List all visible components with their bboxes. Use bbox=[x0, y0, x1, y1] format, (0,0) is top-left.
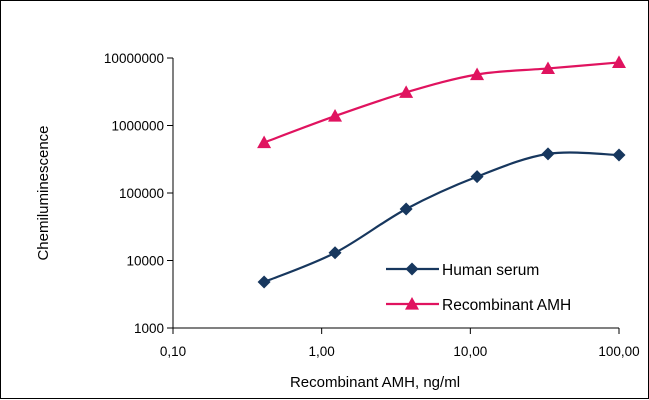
human-serum-series bbox=[257, 147, 626, 289]
recombinant-amh-point bbox=[612, 55, 626, 69]
recombinant-amh-point bbox=[470, 67, 485, 81]
recombinant-amh-point bbox=[328, 109, 343, 122]
y-tick-label: 1000 bbox=[134, 321, 164, 336]
y-tick-label: 1000000 bbox=[111, 119, 164, 134]
x-tick-label: 1,00 bbox=[309, 344, 335, 359]
recombinant-amh-series bbox=[257, 55, 626, 149]
human-serum-point bbox=[399, 202, 413, 216]
x-tick-label: 10,00 bbox=[453, 344, 487, 359]
recombinant-amh-point bbox=[399, 85, 414, 98]
human-serum-point bbox=[257, 275, 271, 289]
x-tick-label: 0,10 bbox=[160, 344, 186, 359]
human-serum-point bbox=[328, 246, 342, 260]
human-serum-point bbox=[612, 148, 626, 162]
legend-item-human-serum: Human serum bbox=[386, 262, 539, 279]
recombinant-amh-point bbox=[541, 61, 556, 75]
x-axis-title: Recombinant AMH, ng/ml bbox=[290, 374, 460, 391]
human-serum-point bbox=[470, 170, 484, 184]
legend-marker bbox=[405, 262, 419, 276]
y-tick-label: 100000 bbox=[119, 186, 164, 201]
x-tick-label: 100,00 bbox=[598, 344, 639, 359]
legend-label: Human serum bbox=[442, 262, 539, 279]
y-axis-title: Chemiluminescence bbox=[35, 125, 52, 260]
y-tick-label: 10000000 bbox=[104, 51, 164, 66]
legend-label: Recombinant AMH bbox=[442, 297, 571, 314]
recombinant-amh-line bbox=[263, 61, 620, 144]
series-layer bbox=[257, 55, 626, 289]
legend: Human serum Recombinant AMH bbox=[386, 262, 571, 314]
legend-item-recombinant-amh: Recombinant AMH bbox=[386, 297, 571, 314]
recombinant-amh-point bbox=[257, 135, 272, 149]
y-tick-label: 10000 bbox=[126, 254, 164, 269]
human-serum-point bbox=[541, 147, 555, 161]
axes: 1000 10000 100000 1000000 10000000 0,10 1,00 10… bbox=[104, 51, 640, 359]
legend-marker bbox=[405, 297, 419, 310]
